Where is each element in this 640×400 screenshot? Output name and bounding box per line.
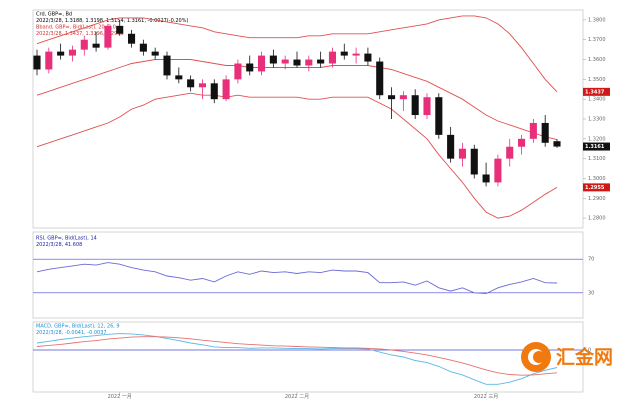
candle-body: [529, 122, 537, 139]
y-tick-label: 30: [588, 290, 594, 296]
y-tick-label: 1.3200: [588, 136, 606, 142]
y-tick-label: 1.3700: [588, 37, 606, 43]
candle-body: [269, 55, 277, 64]
candle-body: [388, 95, 396, 100]
candle-body: [57, 51, 65, 56]
legend-text: 2022/3/28, 1.3188, 1.3198, 1.3154, 1.316…: [36, 18, 188, 24]
y-tick-label: 1.3600: [588, 57, 606, 63]
candle-body: [210, 83, 218, 100]
candle-body: [458, 148, 466, 159]
candle-body: [293, 59, 301, 66]
candle-body: [116, 25, 124, 34]
candle-body: [399, 95, 407, 100]
candle-body: [187, 79, 195, 88]
candle-body: [482, 174, 490, 183]
x-tick-label: 2022 三月: [474, 394, 498, 400]
candle-body: [317, 59, 325, 64]
candle-body: [33, 55, 41, 70]
candle-body: [447, 134, 455, 159]
candle-body: [175, 75, 183, 80]
candle-body: [80, 39, 88, 50]
x-tick-label: 2022 二月: [285, 394, 309, 400]
candle-body: [139, 43, 147, 52]
legend-text: Bband, GBP=, Bid(Last), 20, 2.0: [36, 25, 116, 31]
candle-body: [553, 141, 561, 147]
value-box: [583, 87, 610, 96]
candle-body: [128, 33, 136, 44]
watermark: 汇金网: [556, 346, 613, 369]
y-tick-label: 1.2800: [588, 216, 606, 222]
candle-body: [518, 138, 526, 147]
candle-body: [328, 51, 336, 64]
candle-body: [198, 83, 206, 88]
candle-body: [423, 97, 431, 116]
candle-body: [151, 51, 159, 56]
value-box: [583, 183, 610, 192]
value-box: [583, 142, 610, 151]
candle-body: [506, 146, 514, 159]
candle-body: [258, 55, 266, 72]
candle-body: [352, 53, 360, 56]
series-line: [36, 59, 558, 141]
candle-body: [340, 51, 348, 56]
y-tick-label: 70: [588, 257, 594, 263]
candle-body: [494, 158, 502, 183]
value-box-label: 1.3437: [585, 89, 605, 95]
legend-text: MACD, GBP=, Bid(Last), 12, 26, 9: [36, 324, 120, 330]
y-tick-label: 1.3100: [588, 156, 606, 162]
y-tick-label: 1.3000: [588, 176, 606, 182]
y-tick-label: 1.3300: [588, 117, 606, 123]
logo: 汇金网: [521, 342, 613, 372]
series-line: [36, 336, 558, 376]
candle-body: [470, 148, 478, 175]
candle-body: [281, 59, 289, 64]
candle-body: [68, 49, 76, 56]
candle-body: [222, 79, 230, 100]
candle-body: [92, 43, 100, 48]
legend-text: 2022/3/28, -0.0041, -0.0037: [36, 330, 107, 336]
y-tick-label: 0: [588, 348, 591, 354]
x-tick-label: 2022 一月: [108, 394, 132, 400]
candle-body: [435, 97, 443, 135]
value-box-label: 1.2955: [585, 185, 605, 191]
candle-body: [45, 51, 53, 70]
series-line: [36, 333, 558, 385]
value-box-label: 1.3161: [585, 144, 605, 150]
candle-body: [541, 122, 549, 143]
legend-text: 2022/3/28, 41.608: [36, 242, 82, 248]
candle-body: [411, 95, 419, 116]
series-line: [36, 262, 558, 295]
candle-body: [376, 61, 384, 96]
y-tick-label: 1.3800: [588, 17, 606, 23]
candle-body: [163, 55, 171, 76]
logo-cut: [533, 351, 545, 363]
y-tick-label: 1.3400: [588, 97, 606, 103]
legend-text: Crd, GBP=, Bd: [36, 12, 72, 18]
candle-body: [364, 53, 372, 62]
macd-panel: [32, 321, 584, 393]
y-tick-label: 1.3500: [588, 77, 606, 83]
candle-body: [104, 25, 112, 48]
candle-body: [246, 63, 254, 72]
candle-body: [305, 59, 313, 66]
y-tick-label: 1.2900: [588, 196, 606, 202]
rsi-panel: [32, 231, 584, 319]
series-line: [36, 15, 558, 93]
series-line: [36, 92, 558, 219]
legend-text: RSI, GBP=, Bid(Last), 14: [36, 236, 97, 242]
legend-text: 2022/3/28, 1.3437, 1.3196, 1.2955: [36, 31, 124, 37]
candle-body: [234, 63, 242, 80]
